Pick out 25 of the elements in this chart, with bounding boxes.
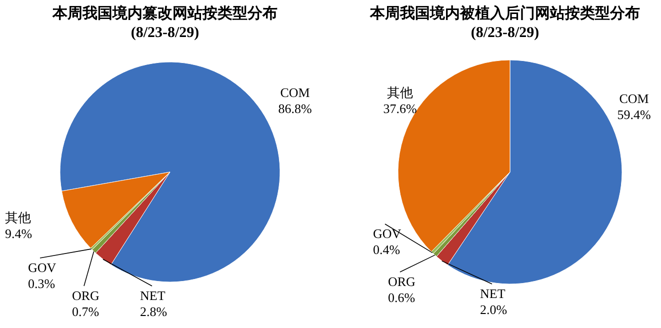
data-label: 0.3% <box>28 276 56 291</box>
chart-title: 本周我国境内篡改网站按类型分布 <box>52 4 278 22</box>
chart-title: 本周我国境内被植入后门网站按类型分布 <box>369 4 640 22</box>
data-label: 0.4% <box>373 242 400 257</box>
slice-label: ORG <box>388 274 416 289</box>
data-label: 2.0% <box>480 302 508 317</box>
chart-subtitle: (8/23-8/29) <box>130 25 200 41</box>
pie-slice <box>60 62 280 282</box>
data-label: 0.6% <box>388 290 416 305</box>
slice-label: COM <box>619 91 650 106</box>
data-label: 9.4% <box>5 226 32 241</box>
slice-label: GOV <box>28 260 57 275</box>
slice-label: 其他 <box>387 85 413 100</box>
data-label: 86.8% <box>278 101 312 116</box>
slice-label: NET <box>480 286 506 301</box>
slice-label: ORG <box>72 288 100 303</box>
data-label: 0.7% <box>72 304 100 319</box>
data-label: 37.6% <box>383 101 417 116</box>
slice-label: COM <box>280 85 310 100</box>
slice-label: GOV <box>373 226 402 241</box>
data-label: 59.4% <box>617 107 651 122</box>
slice-label: 其他 <box>5 210 31 225</box>
slice-label: NET <box>140 288 166 303</box>
data-label: 2.8% <box>140 304 168 319</box>
chart-subtitle: (8/23-8/29) <box>470 25 540 41</box>
